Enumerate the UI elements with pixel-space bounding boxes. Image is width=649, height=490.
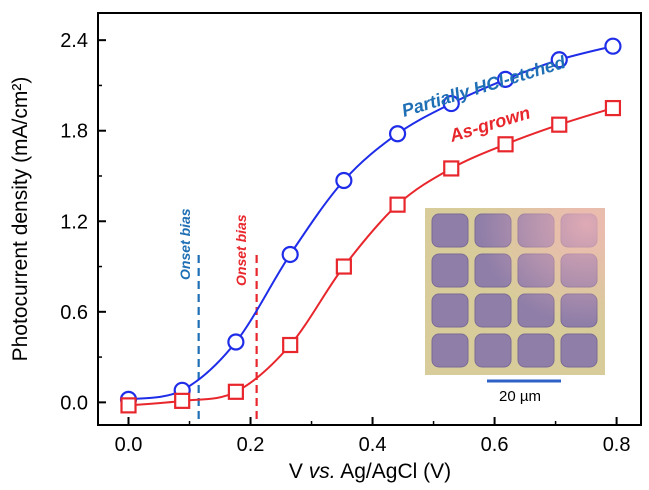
y-tick-label: 1.8 [60,121,88,143]
series-label-etched: Partially HCl-etched [399,52,568,121]
axis-ticks: 0.0 0.2 0.4 0.6 0.8 0.0 0.6 1.2 1.8 2.4 [60,30,630,456]
plot-frame [97,12,642,426]
series-line-1 [128,107,614,407]
series-line-0 [128,45,614,401]
data-point-circle [335,171,353,190]
x-tick-label: 0.8 [603,434,631,456]
onset-label-etched: Onset bias [177,208,193,280]
x-axis-title: V vs. Ag/AgCl (V) [289,460,451,483]
x-tick-label: 0.6 [481,434,509,456]
series-curves [128,45,614,407]
x-tick-label: 0.4 [359,434,387,456]
x-tick-label: 0.2 [237,434,265,456]
data-point-square [227,383,244,400]
x-tick-label: 0.0 [115,434,143,456]
data-point-square [120,397,137,414]
data-point-square [389,196,406,213]
data-point-square [335,258,352,275]
data-point-square [604,99,622,117]
data-point-circle [388,125,407,143]
data-point-circle [604,37,622,55]
data-point-circle [550,51,568,69]
data-point-square [443,160,460,177]
data-point-circle [281,245,299,264]
data-point-square [282,336,299,354]
y-tick-label: 0.6 [60,302,88,324]
y-tick-label: 2.4 [60,30,88,52]
y-tick-label: 1.2 [60,211,88,233]
x-axis-title-suffix: Ag/AgCl (V) [336,460,452,483]
data-point-circle [227,333,245,351]
data-point-circle [496,70,515,89]
y-axis-title: Photocurrent density (mA/cm²) [9,77,32,362]
x-axis-title-prefix: V [289,460,309,483]
data-point-circle [442,94,460,113]
inset-glow [425,208,605,375]
data-point-square [174,392,191,409]
data-point-square [497,136,514,153]
series-markers [119,37,622,414]
data-point-square [551,116,568,133]
inset-micrograph: 20 µm [425,208,605,405]
x-axis-title-italic: vs. [309,460,336,483]
scale-bar-label: 20 µm [499,388,541,405]
onset-label-asgrown: Onset bias [233,214,249,286]
y-tick-label: 0.0 [60,392,88,414]
onset-markers [197,255,258,425]
